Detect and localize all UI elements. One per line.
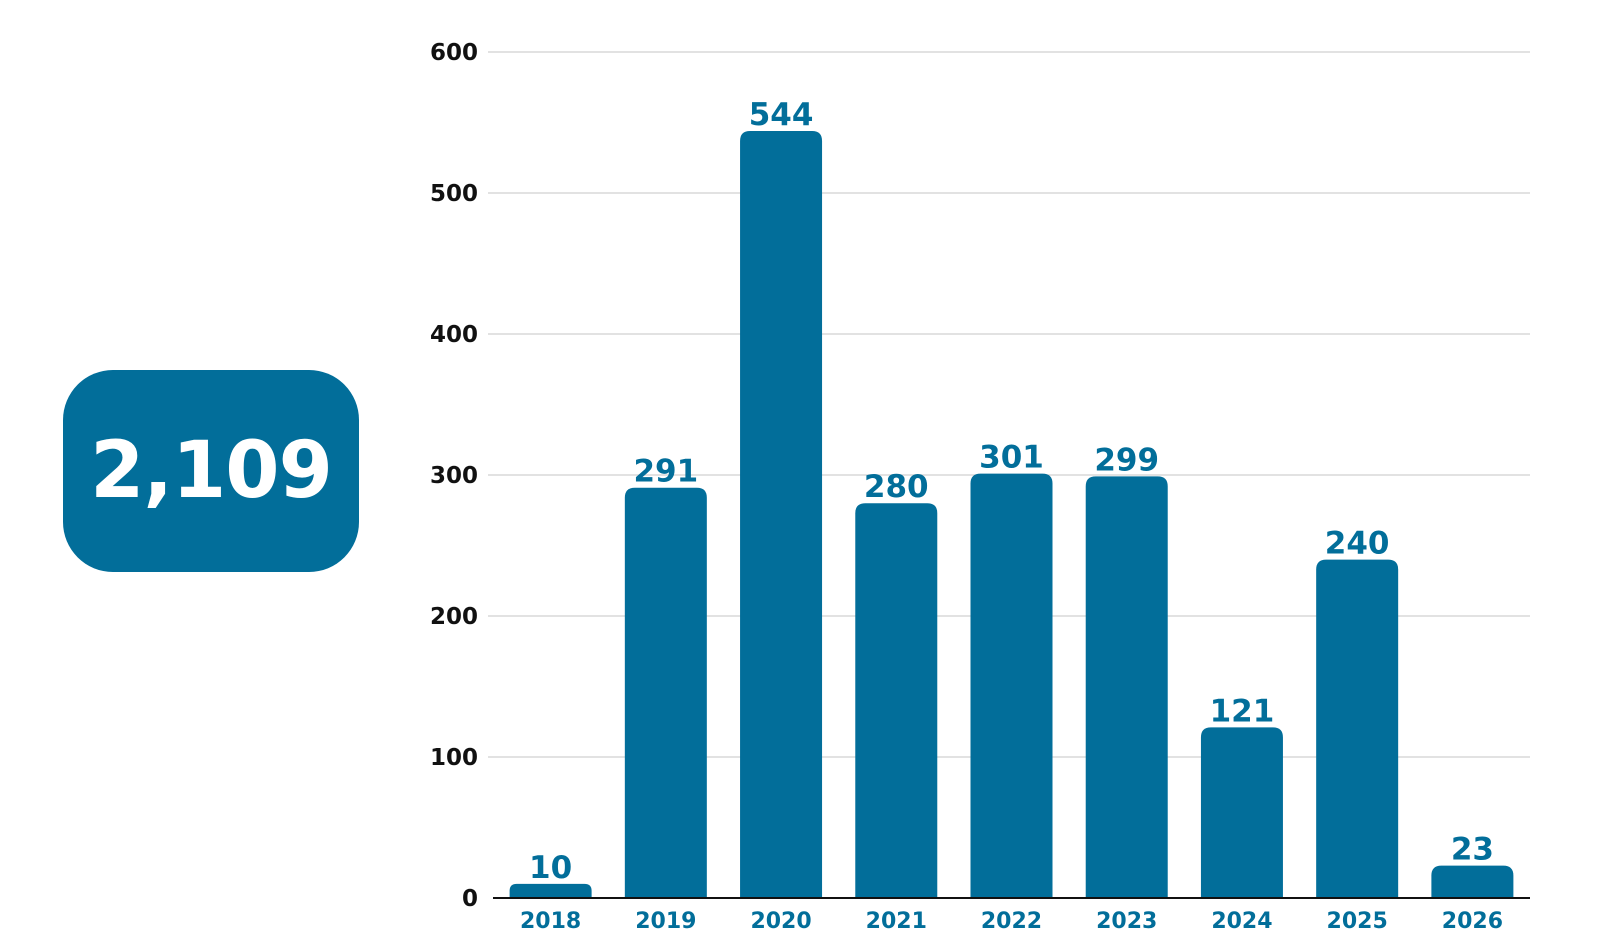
bar-2021 [855,503,938,898]
y-tick-label: 200 [430,604,478,630]
x-tick-label-2019: 2019 [635,909,696,934]
x-axis-ticks: 2018 2019 2020 2021 2022 2023 2024 2025 2026 [520,909,1503,934]
y-tick-label: 0 [462,886,478,912]
bar-2019 [624,487,707,898]
bar-2023 [1085,476,1168,898]
bar-2022 [970,473,1053,898]
x-tick-label-2018: 2018 [520,909,581,934]
data-label-2019: 291 [633,454,698,490]
x-tick-label-2020: 2020 [750,909,811,934]
x-tick-label-2022: 2022 [981,909,1042,934]
data-label-2021: 280 [864,469,929,505]
x-tick-label-2026: 2026 [1442,909,1503,934]
bar-2026 [1431,865,1514,898]
bar-2025 [1316,559,1399,898]
data-label-2024: 121 [1210,693,1275,729]
data-labels: 10 291 544 280 301 299 121 240 23 [529,97,1494,886]
bar-2024 [1200,727,1283,898]
y-tick-label: 100 [430,745,478,771]
y-tick-label: 500 [430,181,478,207]
bar-2020 [740,130,823,898]
data-label-2020: 544 [749,97,814,133]
data-label-2022: 301 [979,440,1044,476]
x-tick-label-2025: 2025 [1327,909,1388,934]
data-label-2023: 299 [1094,442,1159,478]
data-label-2018: 10 [529,850,572,886]
y-axis-ticks: 0 100 200 300 400 500 600 [430,40,478,912]
x-tick-label-2023: 2023 [1096,909,1157,934]
x-tick-label-2024: 2024 [1211,909,1272,934]
bars [509,130,1514,898]
y-tick-label: 300 [430,463,478,489]
data-label-2025: 240 [1325,526,1390,562]
bar-2018 [509,883,592,898]
x-tick-label-2021: 2021 [866,909,927,934]
data-label-2026: 23 [1451,832,1494,868]
total-value: 2,109 [90,426,333,516]
y-tick-label: 600 [430,40,478,66]
total-badge: 2,109 [63,370,359,572]
y-tick-label: 400 [430,322,478,348]
